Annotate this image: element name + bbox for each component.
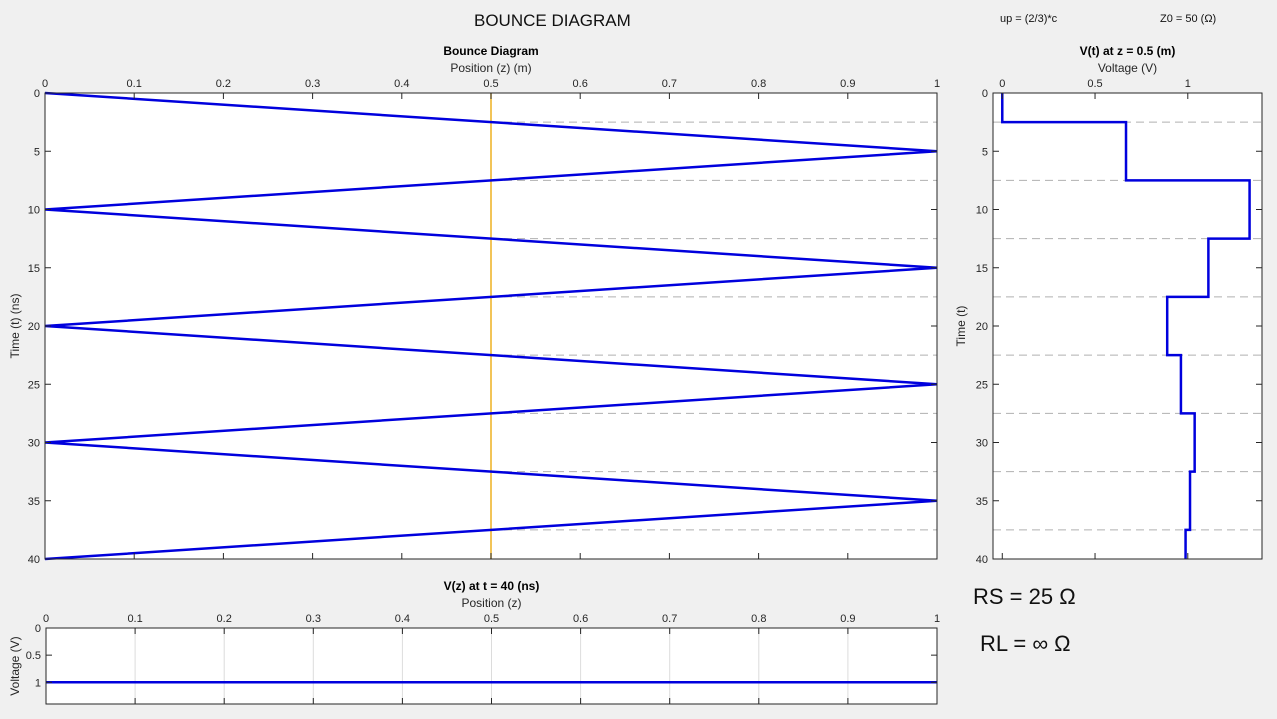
vt-plot-area [993,93,1262,559]
vt-y-tick-label-8: 40 [976,554,988,566]
vz-x-tick-label-3: 0.3 [306,613,321,625]
bounce-x-tick-label-7: 0.7 [662,78,677,90]
bounce-title: Bounce Diagram [443,44,538,58]
bounce-y-axis-label: Time (t) (ns) [8,294,22,359]
vt-x-tick-label-0: 0 [999,78,1005,90]
phase-velocity-label: up = (2/3)*c [1000,13,1058,25]
vt-y-tick-label-0: 0 [982,88,988,100]
vt-y-tick-label-6: 30 [976,438,988,450]
vz-x-tick-label-2: 0.2 [217,613,232,625]
bounce-x-tick-label-8: 0.8 [751,78,766,90]
vz-x-tick-label-7: 0.7 [662,613,677,625]
vz-y-tick-label-1: 0.5 [26,650,41,662]
bounce-y-tick-label-1: 5 [34,146,40,158]
vz-x-tick-label-4: 0.4 [395,613,410,625]
bounce-x-tick-label-3: 0.3 [305,78,320,90]
bounce-x-tick-label-10: 1 [934,78,940,90]
bounce-x-tick-label-1: 0.1 [127,78,142,90]
vz-y-axis-label: Voltage (V) [8,636,22,695]
characteristic-impedance-label: Z0 = 50 (Ω) [1160,13,1217,25]
vt-y-tick-label-4: 20 [976,321,988,333]
vt-series-0 [1001,93,1251,559]
bounce-y-tick-label-2: 10 [28,205,40,217]
bounce-x-tick-label-4: 0.4 [394,78,409,90]
vt-y-tick-label-3: 15 [976,263,988,275]
bounce-y-tick-label-4: 20 [28,321,40,333]
vt-y-tick-label-7: 35 [976,496,988,508]
bounce-y-tick-label-6: 30 [28,438,40,450]
bounce-x-tick-label-6: 0.6 [573,78,588,90]
bounce-y-tick-label-3: 15 [28,263,40,275]
bounce-x-tick-label-5: 0.5 [483,78,498,90]
vz-x-tick-label-0: 0 [43,613,49,625]
load-resistance-label: RL = ∞ Ω [980,631,1071,656]
vt-y-tick-label-2: 10 [976,205,988,217]
bounce-x-tick-label-9: 0.9 [840,78,855,90]
vt-x-tick-label-1: 0.5 [1087,78,1102,90]
vz-x-tick-label-5: 0.5 [484,613,499,625]
vz-x-tick-label-9: 0.9 [840,613,855,625]
bounce-y-tick-label-0: 0 [34,88,40,100]
vz-title: V(z) at t = 40 (ns) [444,579,540,593]
bounce-y-tick-label-7: 35 [28,496,40,508]
vz-y-tick-label-0: 0 [35,623,41,635]
bounce-x-axis-label: Position (z) (m) [450,61,531,75]
vz-y-tick-label-2: 1 [35,677,41,689]
vt-x-tick-label-2: 1 [1185,78,1191,90]
vz-x-tick-label-10: 1 [934,613,940,625]
vt-y-tick-label-5: 25 [976,379,988,391]
vz-x-tick-label-6: 0.6 [573,613,588,625]
vz-x-tick-label-8: 0.8 [751,613,766,625]
vt-x-axis-label: Voltage (V) [1098,61,1157,75]
bounce-y-tick-label-5: 25 [28,379,40,391]
bounce-y-tick-label-8: 40 [28,554,40,566]
bounce-x-tick-label-0: 0 [42,78,48,90]
source-resistance-label: RS = 25 Ω [973,584,1076,609]
bounce-x-tick-label-2: 0.2 [216,78,231,90]
page-title: BOUNCE DIAGRAM [474,11,631,30]
vz-x-tick-label-1: 0.1 [127,613,142,625]
vt-title: V(t) at z = 0.5 (m) [1080,44,1176,58]
vz-x-axis-label: Position (z) [461,596,521,610]
vt-y-axis-label: Time (t) [954,306,968,347]
vt-y-tick-label-1: 5 [982,146,988,158]
